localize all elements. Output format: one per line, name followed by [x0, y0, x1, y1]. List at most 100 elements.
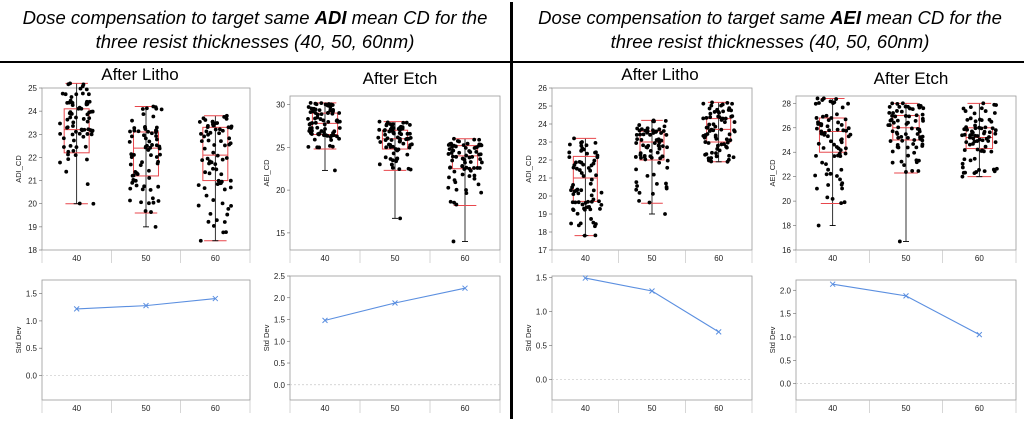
data-point: [648, 148, 653, 153]
data-point: [821, 146, 826, 150]
data-point: [377, 162, 382, 167]
data-point: [461, 143, 466, 147]
data-point: [846, 101, 850, 106]
data-point: [571, 208, 576, 213]
data-point: [567, 142, 572, 147]
data-point: [994, 166, 999, 171]
x-tick-label: 40: [321, 254, 330, 263]
data-point: [645, 129, 650, 134]
data-point: [224, 156, 229, 160]
data-point: [328, 108, 333, 113]
data-point: [314, 102, 319, 107]
subtitle-left-litho: After Litho: [101, 65, 179, 84]
data-point: [575, 187, 580, 192]
data-point: [579, 188, 584, 193]
data-point: [710, 100, 714, 105]
data-point: [886, 123, 891, 128]
data-point: [391, 151, 396, 156]
data-point: [579, 148, 584, 153]
data-point: [729, 114, 734, 119]
data-point: [476, 182, 481, 187]
data-point: [329, 138, 334, 142]
y-tick-label: 0.0: [536, 376, 548, 385]
data-point: [463, 145, 468, 150]
y-tick-label: 19: [538, 210, 547, 219]
data-point: [832, 154, 837, 159]
data-point: [208, 130, 213, 135]
stddev-point-marker: [143, 302, 149, 309]
data-point: [895, 101, 900, 106]
data-point: [887, 111, 892, 115]
data-point: [202, 186, 207, 191]
data-point: [64, 169, 69, 174]
data-point: [839, 201, 844, 206]
data-point: [567, 155, 572, 159]
data-point: [899, 109, 904, 114]
y-tick-label: 25: [28, 84, 37, 93]
data-point: [390, 166, 395, 170]
y-tick-label: 2.0: [780, 286, 792, 295]
data-point: [585, 151, 589, 156]
data-point: [151, 114, 156, 119]
data-point: [449, 141, 454, 146]
data-point: [828, 171, 833, 176]
data-point: [78, 86, 83, 91]
data-point: [227, 142, 232, 147]
data-point: [899, 134, 904, 139]
y-tick-label: 1.0: [26, 317, 38, 326]
data-point: [208, 211, 213, 216]
data-point: [977, 125, 982, 130]
data-point: [891, 111, 895, 115]
data-point: [586, 166, 591, 170]
y-tick-label: 1.0: [274, 337, 286, 346]
data-point: [962, 157, 967, 162]
y-tick-label: 30: [276, 101, 285, 110]
stddev-point-marker: [976, 331, 983, 338]
data-point: [405, 131, 410, 136]
data-point: [211, 166, 215, 171]
data-point: [729, 108, 734, 113]
data-point: [711, 128, 716, 133]
data-point: [724, 137, 729, 142]
data-point: [824, 162, 828, 166]
data-point: [815, 186, 819, 191]
data-point: [65, 125, 69, 130]
data-point: [567, 150, 572, 155]
y-tick-label: 20: [538, 192, 547, 201]
y-axis-label: Std Dev: [524, 324, 533, 351]
data-point: [89, 132, 94, 137]
data-point: [825, 134, 830, 139]
data-point: [211, 224, 216, 228]
data-point: [306, 116, 310, 121]
data-point: [147, 201, 151, 206]
data-point: [838, 148, 843, 153]
data-point: [581, 162, 586, 167]
data-point: [131, 173, 136, 178]
data-point: [968, 105, 973, 109]
y-tick-label: 2.5: [274, 272, 286, 281]
data-point: [890, 149, 895, 154]
data-point: [227, 136, 232, 141]
data-point: [130, 134, 134, 139]
data-point: [467, 155, 472, 160]
data-point: [454, 202, 459, 207]
data-point: [649, 155, 654, 160]
y-axis-label: AEI_CD: [768, 159, 777, 187]
data-point: [326, 111, 330, 115]
data-point: [90, 109, 95, 114]
data-point: [824, 113, 829, 118]
data-point: [987, 117, 992, 122]
data-point: [396, 147, 401, 152]
data-point: [149, 131, 154, 136]
y-tick-label: 26: [538, 84, 547, 93]
data-point: [914, 145, 919, 150]
data-point: [633, 155, 638, 159]
data-point: [319, 101, 324, 106]
data-point: [835, 174, 839, 178]
data-point: [965, 118, 970, 122]
data-point: [199, 139, 204, 144]
data-point: [66, 82, 71, 87]
data-point: [446, 152, 451, 156]
x-tick-label: 40: [72, 404, 81, 413]
y-tick-label: 20: [276, 186, 285, 195]
